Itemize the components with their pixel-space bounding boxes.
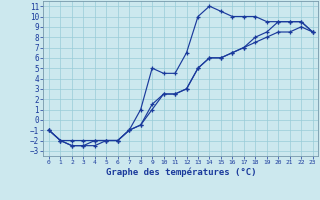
X-axis label: Graphe des températures (°C): Graphe des températures (°C)	[106, 168, 256, 177]
